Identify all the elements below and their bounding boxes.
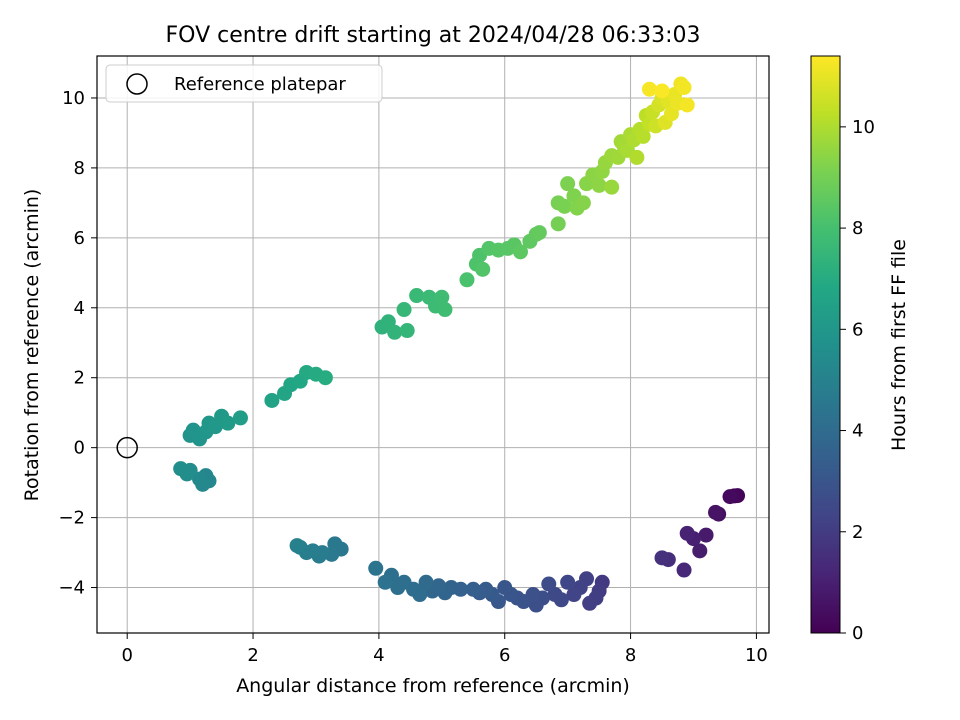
scatter-point xyxy=(641,81,657,97)
scatter-point xyxy=(390,580,406,596)
scatter-point xyxy=(459,272,475,288)
scatter-points xyxy=(173,76,746,613)
scatter-point xyxy=(368,560,384,576)
colorbar-tick-label: 2 xyxy=(852,522,863,543)
scatter-point xyxy=(418,574,434,590)
x-tick-label: 8 xyxy=(625,645,636,666)
scatter-point xyxy=(629,149,645,165)
scatter-point xyxy=(541,576,557,592)
legend: Reference platepar xyxy=(105,64,383,103)
legend-label: Reference platepar xyxy=(174,74,346,95)
scatter-point xyxy=(531,225,547,241)
plot-frame xyxy=(96,55,770,634)
scatter-point xyxy=(387,324,403,340)
scatter-point xyxy=(396,302,412,318)
scatter-point xyxy=(289,538,305,554)
scatter-point xyxy=(557,198,573,214)
legend-marker-icon xyxy=(126,73,148,95)
scatter-point xyxy=(604,179,620,195)
scatter-point xyxy=(654,550,670,566)
grid-lines xyxy=(97,56,769,633)
scatter-point xyxy=(409,288,425,304)
scatter-point xyxy=(497,580,513,596)
scatter-point xyxy=(698,527,714,543)
scatter-point xyxy=(635,128,651,144)
scatter-point xyxy=(679,525,695,541)
scatter-point xyxy=(550,216,566,232)
scatter-point xyxy=(560,574,576,590)
scatter-point xyxy=(377,574,393,590)
scatter-point xyxy=(232,410,248,426)
y-tick-label: 4 xyxy=(74,298,85,319)
y-axis-label: Rotation from reference (arcmin) xyxy=(21,189,43,502)
y-tick-label: −2 xyxy=(58,508,85,529)
scatter-point xyxy=(676,79,692,95)
reference-point-marker xyxy=(116,436,138,459)
scatter-point xyxy=(220,415,236,431)
x-tick-label: 2 xyxy=(247,645,258,666)
colorbar-tick-label: 4 xyxy=(852,421,863,442)
y-tick-label: 10 xyxy=(62,88,85,109)
legend-box xyxy=(105,64,383,103)
scatter-point xyxy=(582,595,598,611)
scatter-point xyxy=(475,261,491,277)
colorbar-tick-label: 8 xyxy=(852,218,863,239)
colorbar-tick-label: 10 xyxy=(852,117,875,138)
scatter-point xyxy=(575,195,591,211)
scatter-point xyxy=(437,302,453,318)
scatter-point xyxy=(566,587,582,603)
y-tick-label: 2 xyxy=(74,368,85,389)
scatter-point xyxy=(591,177,607,193)
x-axis-label: Angular distance from reference (arcmin) xyxy=(236,675,630,697)
y-tick-label: −4 xyxy=(58,578,85,599)
scatter-point xyxy=(173,461,189,477)
colorbar-ticks: 0 2 4 6 8 10 xyxy=(840,117,875,644)
x-tick-label: 0 xyxy=(121,645,132,666)
scatter-point xyxy=(317,370,333,386)
scatter-point xyxy=(399,323,415,339)
x-axis-ticks: 0 2 4 6 8 10 xyxy=(121,633,768,666)
y-tick-label: 8 xyxy=(74,158,85,179)
scatter-point xyxy=(676,562,692,578)
y-tick-label: 0 xyxy=(74,438,85,459)
scatter-point xyxy=(465,581,481,597)
scatter-point xyxy=(722,489,738,505)
x-tick-label: 4 xyxy=(373,645,384,666)
scatter-point xyxy=(264,392,280,408)
colorbar-label: Hours from first FF file xyxy=(888,239,910,451)
scatter-point xyxy=(679,97,695,113)
scatter-point xyxy=(654,83,670,99)
scatter-point xyxy=(560,176,576,192)
colorbar xyxy=(810,55,841,634)
y-tick-label: 6 xyxy=(74,228,85,249)
colorbar-tick-label: 0 xyxy=(852,623,863,644)
scatter-point xyxy=(512,244,528,260)
scatter-point xyxy=(708,504,724,520)
scatter-point xyxy=(434,289,450,305)
x-tick-label: 10 xyxy=(745,645,768,666)
colorbar-tick-label: 6 xyxy=(852,319,863,340)
x-tick-label: 6 xyxy=(499,645,510,666)
scatter-point xyxy=(192,471,208,487)
chart-title: FOV centre drift starting at 2024/04/28 … xyxy=(166,23,701,48)
y-axis-ticks: −4 −2 0 2 4 6 8 10 xyxy=(58,88,97,599)
scatter-point xyxy=(692,543,708,559)
